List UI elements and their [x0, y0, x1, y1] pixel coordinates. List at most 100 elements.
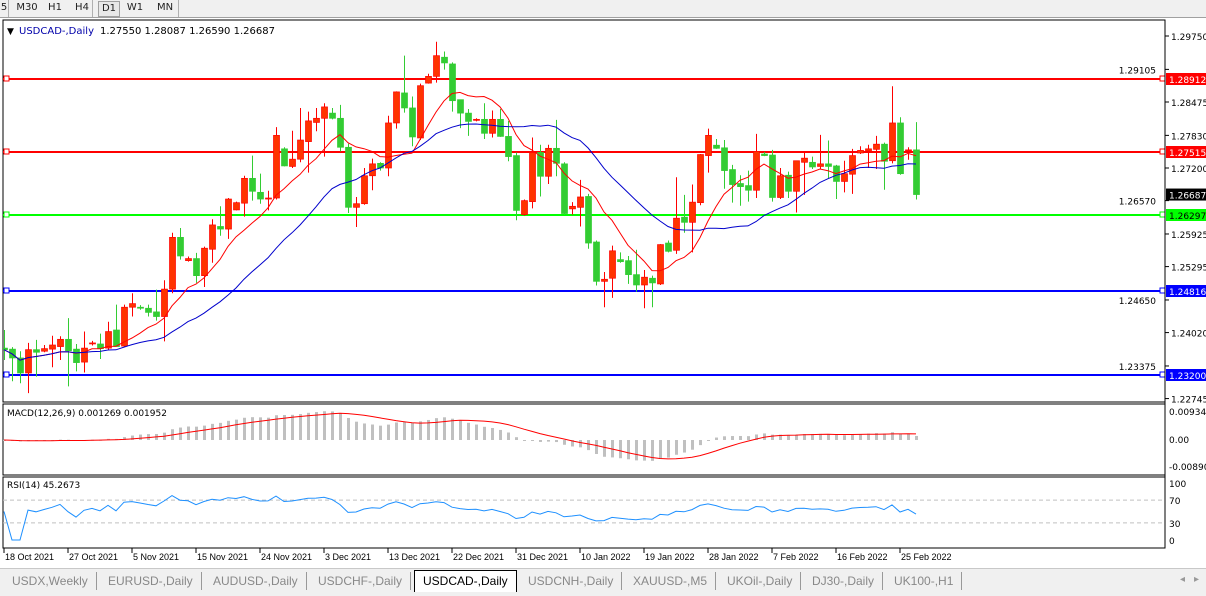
date-label: 10 Jan 2022 [581, 552, 631, 562]
date-label: 3 Dec 2021 [325, 552, 371, 562]
tab-usdcad-daily[interactable]: USDCAD-,Daily [414, 570, 517, 592]
macd-label: MACD(12,26,9) 0.001269 0.001952 [7, 409, 167, 419]
candle [497, 108, 504, 137]
candle [353, 196, 360, 227]
candle-body [249, 177, 256, 192]
candle-body [545, 147, 552, 177]
macd-histogram-bar [635, 440, 638, 461]
candle-body [313, 117, 320, 123]
tab-usdchf-daily[interactable]: USDCHF-,Daily [310, 572, 411, 590]
tab-ukoil-daily[interactable]: UKOil-,Daily [719, 572, 802, 590]
macd-histogram-bar [683, 440, 686, 453]
rsi-tick-label: 70 [1169, 497, 1181, 507]
candle [209, 219, 216, 263]
candle [25, 342, 32, 394]
candle [409, 96, 416, 147]
candle-body [329, 112, 336, 119]
timeframe-m30[interactable]: M30 [16, 2, 38, 13]
candle-body [729, 169, 736, 185]
macd-histogram-bar [323, 411, 326, 440]
price-tick-label: 1.23375 [1119, 363, 1156, 373]
macd-histogram-bar [187, 426, 190, 440]
candle [225, 198, 232, 239]
tab-usdcnh-daily[interactable]: USDCNH-,Daily [520, 572, 623, 590]
candle [817, 134, 824, 170]
candle-body [513, 155, 520, 211]
tab-audusd-daily[interactable]: AUDUSD-,Daily [205, 572, 307, 590]
line-anchor-handle [1159, 371, 1166, 378]
price-label-bg [1166, 285, 1206, 297]
candle [753, 133, 760, 199]
candle-body [361, 175, 368, 205]
candle-body [81, 347, 88, 363]
timeframe-mn[interactable]: MN [156, 2, 174, 13]
macd-histogram-bar [419, 421, 422, 440]
rsi-tick-label: 30 [1169, 520, 1181, 530]
candle [241, 175, 248, 217]
moving-average-fast [3, 91, 917, 361]
timeframe-h1[interactable]: H1 [48, 2, 62, 13]
candle [185, 256, 192, 262]
timeframe-5[interactable]: 5 [0, 2, 8, 13]
main-pane [2, 19, 1166, 403]
macd-histogram-bar [539, 440, 542, 442]
candle-body [433, 55, 440, 77]
tab-dj30-daily[interactable]: DJ30-,Daily [804, 572, 884, 590]
candle-body [689, 201, 696, 223]
macd-histogram-bar [139, 434, 142, 440]
candle-body [601, 278, 608, 282]
arrow-right-icon[interactable]: ▸ [1194, 574, 1200, 585]
macd-histogram-bar [891, 432, 894, 440]
candle-body [241, 177, 248, 204]
candle-body [825, 163, 832, 167]
macd-histogram-bar [587, 440, 590, 451]
candle-body [913, 149, 920, 195]
candle [569, 202, 576, 215]
candle [121, 304, 128, 347]
macd-histogram-bar [595, 440, 598, 454]
macd-layer [3, 411, 918, 461]
arrow-left-icon[interactable]: ◂ [1180, 574, 1186, 585]
candle-body [857, 150, 864, 154]
price-tick-label: 1.29105 [1119, 66, 1156, 76]
macd-signal-line [3, 412, 917, 460]
macd-histogram-bar [331, 411, 334, 440]
candle-body [305, 120, 312, 142]
candle-body [345, 146, 352, 208]
date-label: 25 Feb 2022 [901, 552, 952, 562]
candle-body [521, 200, 528, 215]
candle-body [297, 139, 304, 160]
timeframe-d1[interactable]: D1 [98, 1, 120, 17]
candle [113, 304, 120, 347]
candle [17, 351, 24, 384]
candle-body [785, 174, 792, 192]
macd-histogram-bar [883, 433, 886, 440]
candle [585, 193, 592, 249]
rsi-label: RSI(14) 45.2673 [7, 481, 80, 491]
price-tick-label: 1.28475 [1171, 99, 1206, 109]
macd-histogram-bar [579, 440, 582, 448]
timeframe-w1[interactable]: W1 [126, 2, 144, 13]
candle [137, 305, 144, 310]
candle [617, 252, 624, 263]
candle-body [73, 348, 80, 363]
candle-body [569, 205, 576, 210]
tab-xauusd-m5[interactable]: XAUUSD-,M5 [625, 572, 717, 590]
macd-histogram-bar [371, 424, 374, 440]
candle [825, 140, 832, 179]
tab-uk100-h1[interactable]: UK100-,H1 [886, 572, 963, 590]
candle-body [425, 76, 432, 84]
candle-body [905, 149, 912, 152]
rsi-line [3, 495, 917, 541]
macd-histogram-bar [203, 425, 206, 440]
candle-body [777, 175, 784, 198]
tab-eurusd-daily[interactable]: EURUSD-,Daily [100, 572, 202, 590]
candle-body [217, 226, 224, 230]
candle-body [537, 152, 544, 177]
timeframe-h4[interactable]: H4 [75, 2, 89, 13]
candle [49, 335, 56, 368]
tab-usdx-weekly[interactable]: USDX,Weekly [4, 572, 97, 590]
candle [641, 269, 648, 309]
chart-window[interactable]: 1.29750 1.29105 1.28475 1.27830 1.27200 1.265… [0, 0, 1206, 568]
candle-body [33, 349, 40, 353]
